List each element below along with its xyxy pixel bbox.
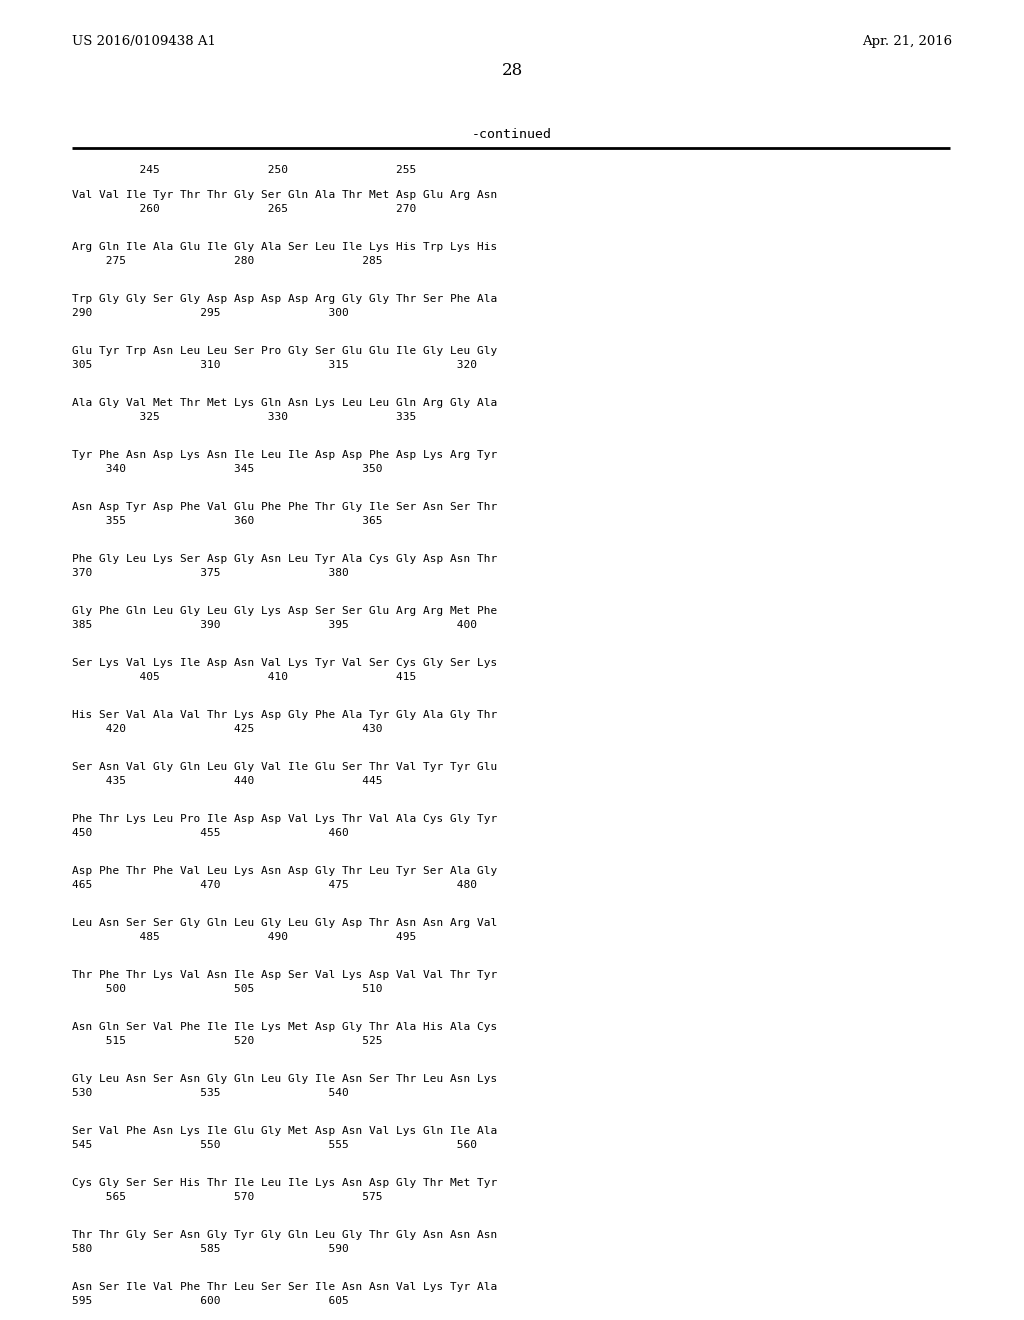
Text: 405                410                415: 405 410 415: [72, 672, 416, 682]
Text: Asp Phe Thr Phe Val Leu Lys Asn Asp Gly Thr Leu Tyr Ser Ala Gly: Asp Phe Thr Phe Val Leu Lys Asn Asp Gly …: [72, 866, 498, 876]
Text: Gly Phe Gln Leu Gly Leu Gly Lys Asp Ser Ser Glu Arg Arg Met Phe: Gly Phe Gln Leu Gly Leu Gly Lys Asp Ser …: [72, 606, 498, 616]
Text: Trp Gly Gly Ser Gly Asp Asp Asp Asp Arg Gly Gly Thr Ser Phe Ala: Trp Gly Gly Ser Gly Asp Asp Asp Asp Arg …: [72, 294, 498, 304]
Text: Ser Val Phe Asn Lys Ile Glu Gly Met Asp Asn Val Lys Gln Ile Ala: Ser Val Phe Asn Lys Ile Glu Gly Met Asp …: [72, 1126, 498, 1137]
Text: Phe Thr Lys Leu Pro Ile Asp Asp Val Lys Thr Val Ala Cys Gly Tyr: Phe Thr Lys Leu Pro Ile Asp Asp Val Lys …: [72, 814, 498, 824]
Text: Ala Gly Val Met Thr Met Lys Gln Asn Lys Leu Leu Gln Arg Gly Ala: Ala Gly Val Met Thr Met Lys Gln Asn Lys …: [72, 399, 498, 408]
Text: 290                295                300: 290 295 300: [72, 308, 349, 318]
Text: 530                535                540: 530 535 540: [72, 1088, 349, 1098]
Text: Gly Leu Asn Ser Asn Gly Gln Leu Gly Ile Asn Ser Thr Leu Asn Lys: Gly Leu Asn Ser Asn Gly Gln Leu Gly Ile …: [72, 1074, 498, 1084]
Text: Thr Phe Thr Lys Val Asn Ile Asp Ser Val Lys Asp Val Val Thr Tyr: Thr Phe Thr Lys Val Asn Ile Asp Ser Val …: [72, 970, 498, 979]
Text: 435                440                445: 435 440 445: [72, 776, 383, 785]
Text: Cys Gly Ser Ser His Thr Ile Leu Ile Lys Asn Asp Gly Thr Met Tyr: Cys Gly Ser Ser His Thr Ile Leu Ile Lys …: [72, 1177, 498, 1188]
Text: 275                280                285: 275 280 285: [72, 256, 383, 267]
Text: Tyr Phe Asn Asp Lys Asn Ile Leu Ile Asp Asp Phe Asp Lys Arg Tyr: Tyr Phe Asn Asp Lys Asn Ile Leu Ile Asp …: [72, 450, 498, 459]
Text: 485                490                495: 485 490 495: [72, 932, 416, 942]
Text: US 2016/0109438 A1: US 2016/0109438 A1: [72, 36, 216, 48]
Text: Leu Asn Ser Ser Gly Gln Leu Gly Leu Gly Asp Thr Asn Asn Arg Val: Leu Asn Ser Ser Gly Gln Leu Gly Leu Gly …: [72, 917, 498, 928]
Text: Glu Tyr Trp Asn Leu Leu Ser Pro Gly Ser Glu Glu Ile Gly Leu Gly: Glu Tyr Trp Asn Leu Leu Ser Pro Gly Ser …: [72, 346, 498, 356]
Text: 305                310                315                320: 305 310 315 320: [72, 360, 477, 370]
Text: Asn Ser Ile Val Phe Thr Leu Ser Ser Ile Asn Asn Val Lys Tyr Ala: Asn Ser Ile Val Phe Thr Leu Ser Ser Ile …: [72, 1282, 498, 1292]
Text: Asn Gln Ser Val Phe Ile Ile Lys Met Asp Gly Thr Ala His Ala Cys: Asn Gln Ser Val Phe Ile Ile Lys Met Asp …: [72, 1022, 498, 1032]
Text: Ser Lys Val Lys Ile Asp Asn Val Lys Tyr Val Ser Cys Gly Ser Lys: Ser Lys Val Lys Ile Asp Asn Val Lys Tyr …: [72, 657, 498, 668]
Text: 420                425                430: 420 425 430: [72, 723, 383, 734]
Text: 28: 28: [502, 62, 522, 79]
Text: Phe Gly Leu Lys Ser Asp Gly Asn Leu Tyr Ala Cys Gly Asp Asn Thr: Phe Gly Leu Lys Ser Asp Gly Asn Leu Tyr …: [72, 554, 498, 564]
Text: 245                250                255: 245 250 255: [72, 165, 416, 176]
Text: Apr. 21, 2016: Apr. 21, 2016: [862, 36, 952, 48]
Text: 325                330                335: 325 330 335: [72, 412, 416, 422]
Text: 385                390                395                400: 385 390 395 400: [72, 620, 477, 630]
Text: 595                600                605: 595 600 605: [72, 1296, 349, 1305]
Text: Thr Thr Gly Ser Asn Gly Tyr Gly Gln Leu Gly Thr Gly Asn Asn Asn: Thr Thr Gly Ser Asn Gly Tyr Gly Gln Leu …: [72, 1230, 498, 1239]
Text: 465                470                475                480: 465 470 475 480: [72, 880, 477, 890]
Text: 260                265                270: 260 265 270: [72, 205, 416, 214]
Text: Arg Gln Ile Ala Glu Ile Gly Ala Ser Leu Ile Lys His Trp Lys His: Arg Gln Ile Ala Glu Ile Gly Ala Ser Leu …: [72, 242, 498, 252]
Text: Ser Asn Val Gly Gln Leu Gly Val Ile Glu Ser Thr Val Tyr Tyr Glu: Ser Asn Val Gly Gln Leu Gly Val Ile Glu …: [72, 762, 498, 772]
Text: 580                585                590: 580 585 590: [72, 1243, 349, 1254]
Text: 340                345                350: 340 345 350: [72, 465, 383, 474]
Text: 565                570                575: 565 570 575: [72, 1192, 383, 1203]
Text: Val Val Ile Tyr Thr Thr Gly Ser Gln Ala Thr Met Asp Glu Arg Asn: Val Val Ile Tyr Thr Thr Gly Ser Gln Ala …: [72, 190, 498, 201]
Text: 515                520                525: 515 520 525: [72, 1036, 383, 1045]
Text: Asn Asp Tyr Asp Phe Val Glu Phe Phe Thr Gly Ile Ser Asn Ser Thr: Asn Asp Tyr Asp Phe Val Glu Phe Phe Thr …: [72, 502, 498, 512]
Text: 500                505                510: 500 505 510: [72, 983, 383, 994]
Text: 450                455                460: 450 455 460: [72, 828, 349, 838]
Text: 545                550                555                560: 545 550 555 560: [72, 1140, 477, 1150]
Text: 370                375                380: 370 375 380: [72, 568, 349, 578]
Text: His Ser Val Ala Val Thr Lys Asp Gly Phe Ala Tyr Gly Ala Gly Thr: His Ser Val Ala Val Thr Lys Asp Gly Phe …: [72, 710, 498, 719]
Text: -continued: -continued: [472, 128, 552, 141]
Text: 355                360                365: 355 360 365: [72, 516, 383, 525]
